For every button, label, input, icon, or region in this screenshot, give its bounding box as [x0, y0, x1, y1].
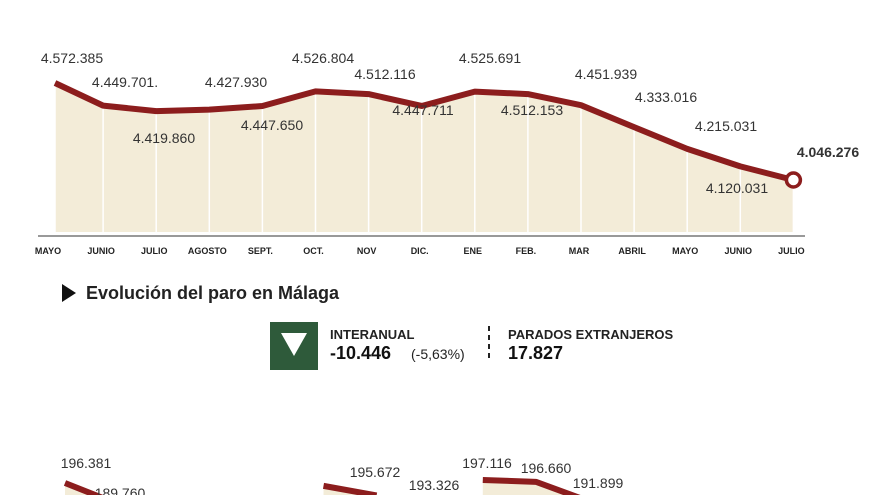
value-label: 4.525.691: [459, 50, 521, 66]
value-label: 4.451.939: [575, 66, 637, 82]
x-tick-label: SEPT.: [248, 246, 273, 256]
x-tick-label: JULIO: [141, 246, 168, 256]
x-tick-label: MAR: [569, 246, 590, 256]
value-label: 197.116: [462, 455, 512, 471]
value-label: 191.899: [573, 475, 624, 491]
value-label: 4.447.650: [241, 117, 303, 133]
value-label: 4.419.860: [133, 130, 195, 146]
value-label: 4.526.804: [292, 50, 354, 66]
x-tick-label: ENE: [464, 246, 483, 256]
x-tick-label: AGOSTO: [188, 246, 227, 256]
x-tick-label: FEB.: [516, 246, 537, 256]
x-tick-label: MAYO: [35, 246, 61, 256]
value-label: 4.572.385: [41, 50, 103, 66]
x-tick-label: JUNIO: [725, 246, 753, 256]
x-tick-label: DIC.: [411, 246, 429, 256]
value-label: 4.447.711: [392, 102, 453, 118]
down-arrow: [281, 333, 307, 356]
value-label: 196.381: [61, 455, 112, 471]
value-label: 4.512.116: [354, 66, 415, 82]
x-tick-label: ABRIL: [618, 246, 646, 256]
national-chart: 4.572.385 4.449.701. 4.419.860 4.427.930 4.4…: [35, 50, 859, 256]
x-tick-label: OCT.: [303, 246, 324, 256]
x-tick-label: MAYO: [672, 246, 698, 256]
end-marker: [784, 171, 803, 189]
value-label: 4.427.930: [205, 74, 267, 90]
value-label: 4.449.701.: [92, 74, 158, 90]
title-arrow: [62, 284, 76, 302]
value-label: 196.660: [521, 460, 572, 476]
value-label: 4.512.153: [501, 102, 563, 118]
value-label: 195.672: [350, 464, 401, 480]
value-label: 4.120.031: [706, 180, 768, 196]
series-line: [53, 80, 795, 183]
x-tick-label: JUNIO: [87, 246, 115, 256]
x-tick-label: NOV: [357, 246, 377, 256]
value-label: 4.333.016: [635, 89, 697, 105]
interanual-pct: (-5,63%): [411, 346, 465, 362]
value-label: 193.326: [409, 477, 460, 493]
interanual-label: INTERANUAL: [330, 327, 415, 342]
interanual-value: -10.446: [330, 343, 391, 363]
value-label: 189.760: [95, 485, 146, 495]
value-label-highlight: 4.046.276: [797, 144, 859, 160]
x-tick-label: JULIO: [778, 246, 805, 256]
value-label: 4.215.031: [695, 118, 757, 134]
section-title: Evolución del paro en Málaga: [86, 283, 340, 303]
extranjeros-value: 17.827: [508, 343, 563, 363]
extranjeros-label: PARADOS EXTRANJEROS: [508, 327, 674, 342]
area-fill: [55, 83, 794, 232]
